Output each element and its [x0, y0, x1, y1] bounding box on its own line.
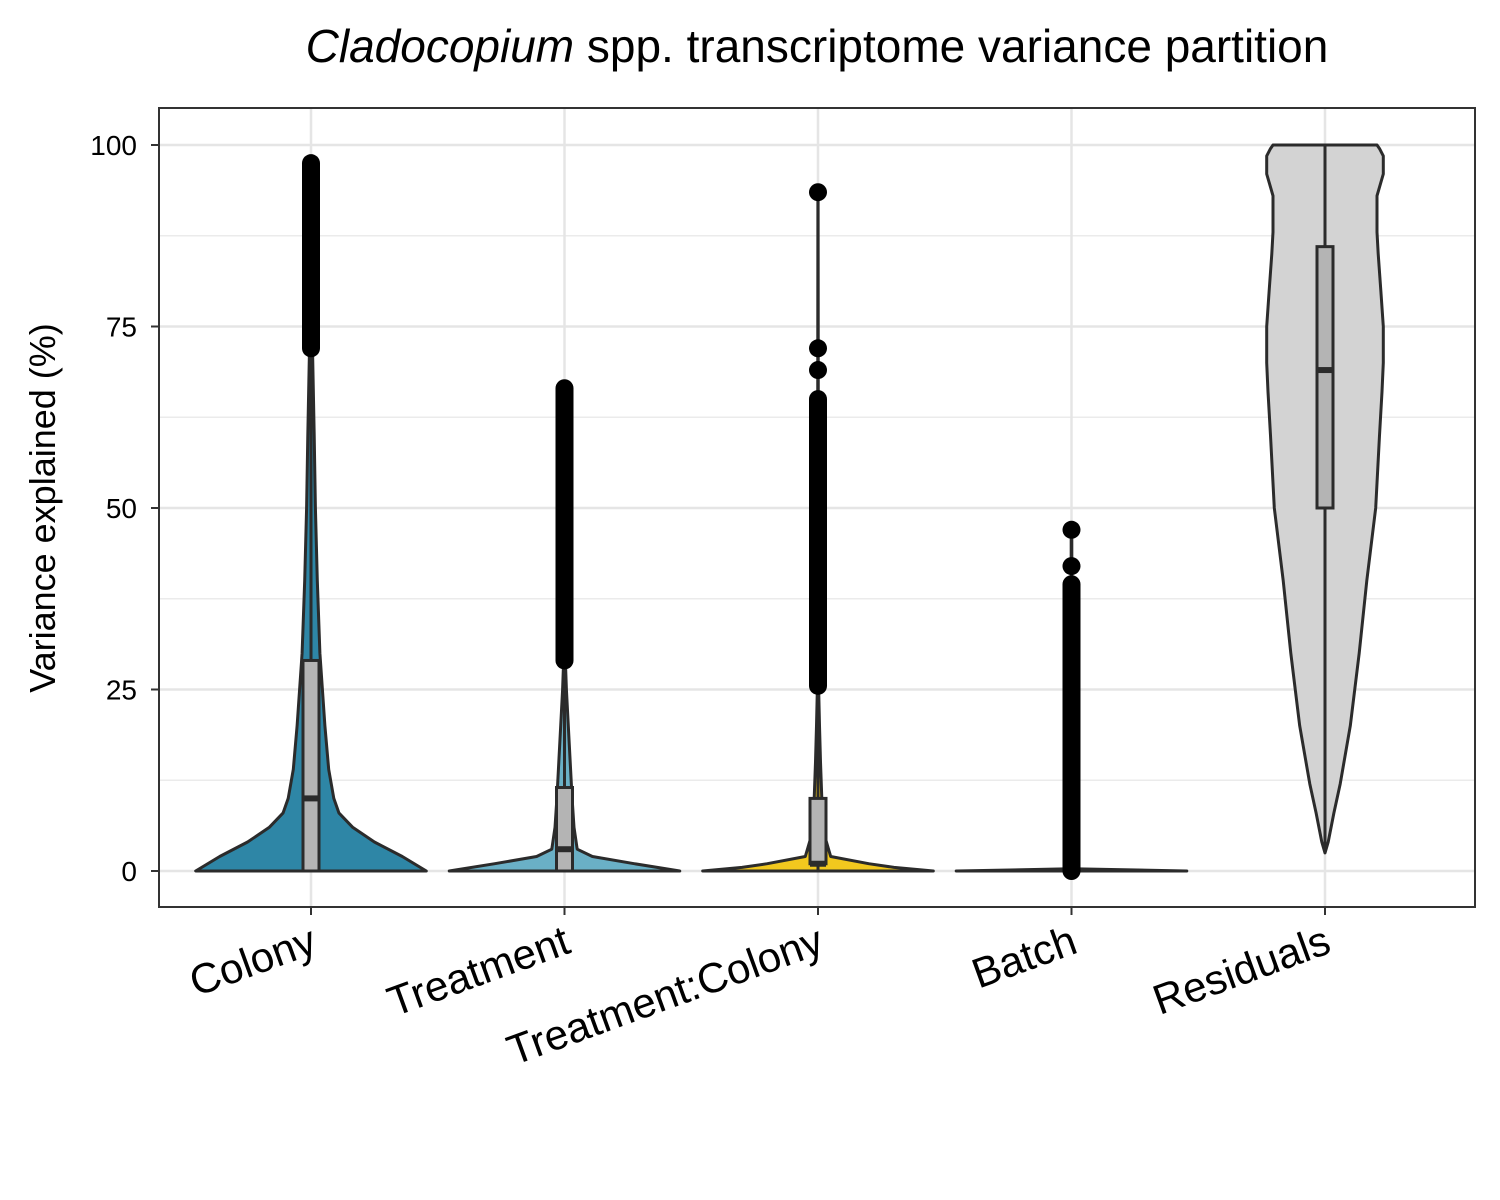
outlier-point-treatment-colony [809, 339, 827, 358]
outlier-point-treatment-colony [809, 183, 827, 202]
y-tick-label: 25 [106, 675, 137, 706]
box-treatment [555, 786, 574, 873]
outlier-point-treatment-colony [809, 361, 827, 380]
box-colony [301, 658, 321, 873]
outlier-point-batch [1062, 557, 1081, 576]
box-treatment-colony [808, 796, 828, 866]
outlier-points [302, 154, 1081, 880]
boxplots [301, 145, 1335, 873]
chart-title: Cladocopium spp. transcriptome variance … [306, 20, 1329, 72]
box-residuals [1315, 245, 1335, 510]
x-tick-label: Batch [966, 916, 1083, 997]
y-axis-title: Variance explained (%) [22, 323, 63, 693]
chart-title-rest: spp. transcriptome variance partition [574, 20, 1328, 72]
x-tick-label: Colony [183, 916, 322, 1005]
x-tick-label: Treatment [381, 916, 576, 1025]
chart-title-italic: Cladocopium [306, 20, 574, 72]
y-tick-label: 0 [121, 856, 137, 887]
y-tick-label: 100 [90, 130, 137, 161]
y-tick-label: 50 [106, 493, 137, 524]
outlier-point-batch [1062, 520, 1081, 539]
y-tick-label: 75 [106, 312, 137, 343]
x-tick-label: Residuals [1147, 916, 1336, 1023]
